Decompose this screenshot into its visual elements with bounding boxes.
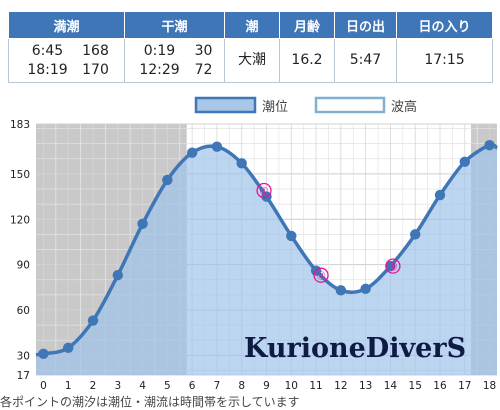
tide-point-14: [385, 260, 396, 272]
tide-point-18: [484, 139, 495, 151]
tide-point-13: [360, 283, 371, 295]
y-tick-label: 30: [17, 350, 30, 362]
tide-table: 満潮 干潮 潮 月齢 日の出 日の入り 6:45 18:19 168 170 0…: [8, 11, 493, 83]
x-tick-label: 18: [483, 380, 496, 392]
tide-area: [36, 144, 497, 375]
marker-label-3: ③: [388, 261, 398, 274]
tide-point-12: [335, 285, 347, 296]
marker-circle-3: [385, 258, 401, 274]
high-tide-time-2: 18:19: [27, 61, 68, 78]
x-tick-label: 8: [238, 380, 245, 392]
tide-point-15: [410, 229, 421, 240]
legend-swatch-tide: [194, 96, 257, 114]
header-sunset: 日の入り: [396, 11, 493, 39]
legend-label-tide: 潮位: [262, 100, 288, 115]
tide-point-1: [63, 342, 74, 353]
x-tick-label: 9: [263, 380, 270, 392]
marker-circle-2: [313, 267, 329, 283]
header-sunrise: 日の出: [334, 11, 397, 39]
x-tick-label: 16: [433, 380, 447, 392]
tide-point-16: [434, 189, 446, 201]
table-header-row: 満潮 干潮 潮 月齢 日の出 日の入り: [8, 11, 493, 39]
x-tick-label: 5: [164, 380, 171, 392]
moon-age-cell: 16.2: [279, 38, 335, 83]
tide-point-7: [211, 141, 223, 152]
header-high-tide: 満潮: [8, 11, 125, 39]
tide-point-3: [112, 270, 123, 281]
tide-point-17: [459, 156, 470, 168]
low-tide-cell: 0:19 12:29 30 72: [124, 38, 225, 83]
x-tick-label: 14: [384, 380, 398, 392]
x-tick-label: 4: [139, 380, 146, 392]
x-tick-label: 11: [309, 380, 322, 392]
low-tide-level-2: 72: [194, 61, 213, 78]
tide-point-4: [137, 218, 148, 229]
y-tick-label: 120: [10, 214, 30, 226]
low-tide-time-2: 12:29: [139, 61, 180, 78]
y-tick-label: 60: [17, 305, 30, 317]
header-moon-age: 月齢: [279, 11, 335, 39]
x-tick-label: 3: [114, 380, 121, 392]
tide-point-0: [38, 348, 49, 360]
caption: 各ポイントの潮汐は潮位・潮流は時間帯を示しています: [0, 395, 300, 409]
table-row: 6:45 18:19 168 170 0:19 12:29 30 72 大潮 1…: [8, 38, 493, 83]
x-tick-label: 12: [334, 380, 347, 392]
y-tick-label: 150: [10, 169, 30, 181]
marker-label-2: ②: [316, 270, 326, 283]
tide-point-8: [236, 158, 247, 169]
y-tick-label: 183: [10, 119, 30, 131]
y-tick-label: 90: [17, 260, 30, 272]
high-tide-cell: 6:45 18:19 168 170: [8, 38, 125, 83]
y-tick-label: 17: [17, 370, 30, 382]
watermark: KurioneDiverS: [244, 333, 466, 364]
tide-type-cell: 大潮: [224, 38, 280, 83]
legend: 潮位 波高: [194, 96, 417, 115]
sunset-cell: 17:15: [396, 38, 493, 83]
high-tide-level-2: 170: [82, 61, 109, 78]
legend-label-wave: 波高: [391, 99, 417, 115]
legend-swatch-wave: [314, 96, 386, 114]
sunrise-cell: 5:47: [334, 38, 397, 83]
x-tick-label: 7: [214, 380, 221, 392]
x-tick-label: 10: [285, 380, 298, 392]
x-tick-label: 6: [189, 380, 196, 392]
x-tick-label: 15: [409, 380, 422, 392]
low-tide-level-1: 30: [194, 42, 213, 59]
x-tick-label: 1: [65, 380, 72, 392]
tide-point-5: [162, 174, 173, 186]
tide-point-2: [87, 315, 99, 326]
marker-label-1: ①: [259, 185, 269, 198]
high-tide-level-1: 168: [82, 42, 109, 59]
marker-circle-1: [256, 182, 272, 199]
x-tick-label: 17: [458, 380, 471, 392]
tide-point-6: [186, 147, 198, 158]
x-tick-label: 2: [90, 380, 97, 392]
header-low-tide: 干潮: [124, 11, 225, 39]
tide-point-10: [286, 230, 297, 242]
header-tide-type: 潮: [224, 11, 280, 39]
x-tick-label: 13: [359, 380, 372, 392]
high-tide-time-1: 6:45: [31, 42, 64, 59]
x-tick-label: 0: [40, 380, 47, 392]
low-tide-time-1: 0:19: [143, 42, 176, 59]
